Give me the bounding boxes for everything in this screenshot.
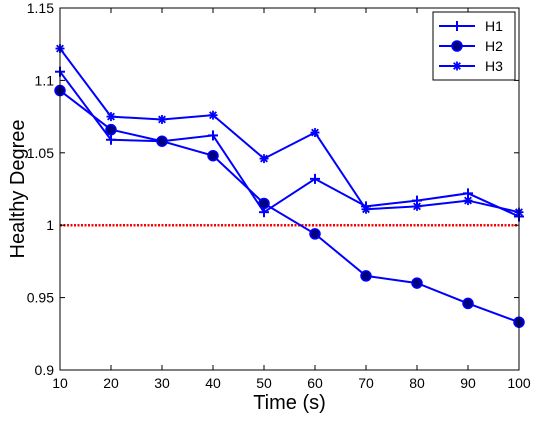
data-point-h2 bbox=[207, 149, 219, 162]
data-point-h1 bbox=[208, 130, 218, 141]
data-point-h3 bbox=[463, 196, 473, 206]
data-point-h2 bbox=[258, 197, 270, 210]
series-line-h2 bbox=[59, 89, 520, 324]
data-point-h1 bbox=[106, 134, 116, 145]
star-marker-d2-stroke bbox=[413, 202, 421, 211]
plot-frame bbox=[59, 7, 520, 371]
data-point-h2 bbox=[309, 228, 321, 240]
x-tick-label: 40 bbox=[205, 375, 221, 391]
y-tick-label: 0.95 bbox=[27, 290, 54, 306]
x-tick-label: 60 bbox=[307, 375, 323, 391]
x-tick-label: 50 bbox=[256, 375, 272, 391]
legend-entry-h1: H1 bbox=[439, 18, 503, 34]
legend-entry-h3: H3 bbox=[439, 58, 503, 74]
data-point-h2 bbox=[462, 297, 474, 310]
x-tick-label: 80 bbox=[409, 375, 425, 391]
y-tick-label: 0.9 bbox=[35, 362, 55, 378]
data-point-h3 bbox=[106, 112, 116, 122]
legend-marker bbox=[452, 61, 462, 71]
circle-marker-shape bbox=[451, 40, 463, 52]
legend-label: H1 bbox=[485, 18, 503, 34]
circle-marker-shape bbox=[411, 277, 423, 289]
legend-label: H2 bbox=[485, 38, 503, 54]
x-tick-label: 20 bbox=[103, 375, 119, 391]
legend-marker bbox=[451, 40, 463, 52]
y-axis-ticks: 0.9 0.95 1 1.05 1.1 1.15 bbox=[27, 0, 519, 378]
x-axis-label: Time (s) bbox=[253, 392, 326, 414]
circle-marker-shape bbox=[462, 297, 474, 310]
y-axis-label: Healthy Degree bbox=[7, 120, 29, 259]
data-point-h1 bbox=[310, 173, 320, 184]
series-line-h1 bbox=[59, 71, 520, 218]
data-point-h3 bbox=[259, 154, 269, 164]
y-tick-label: 1 bbox=[46, 217, 54, 233]
star-marker-d2-stroke bbox=[464, 196, 472, 205]
y-tick-label: 1.15 bbox=[27, 0, 54, 16]
circle-marker-shape bbox=[360, 270, 372, 282]
circle-marker-shape bbox=[207, 149, 219, 162]
x-tick-label: 10 bbox=[52, 375, 68, 391]
y-tick-label: 1.1 bbox=[35, 72, 55, 88]
star-marker-d2-stroke bbox=[158, 115, 166, 124]
legend: H1 H2 H3 bbox=[432, 11, 516, 81]
star-marker-d2-stroke bbox=[362, 205, 370, 214]
legend-marker bbox=[452, 21, 462, 31]
star-marker-d2-stroke bbox=[260, 154, 268, 163]
circle-marker-shape bbox=[258, 197, 270, 210]
data-point-h2 bbox=[105, 123, 117, 136]
y-tick-label: 1.05 bbox=[27, 145, 54, 161]
data-point-h2 bbox=[156, 135, 168, 147]
x-tick-label: 100 bbox=[507, 375, 531, 391]
circle-marker-shape bbox=[105, 123, 117, 136]
plot-content bbox=[54, 44, 525, 328]
data-point-h3 bbox=[208, 110, 218, 120]
star-marker-d2-stroke bbox=[209, 111, 217, 120]
x-tick-label: 90 bbox=[460, 375, 476, 391]
star-marker-d2-stroke bbox=[453, 62, 461, 70]
data-point-h3 bbox=[157, 114, 167, 124]
x-axis-ticks: 10 20 30 40 50 60 70 80 90 100 bbox=[52, 8, 531, 391]
data-point-h3 bbox=[361, 204, 371, 214]
data-point-h3 bbox=[310, 128, 320, 138]
circle-marker-shape bbox=[309, 228, 321, 240]
legend-label: H3 bbox=[485, 58, 503, 74]
legend-entry-h2: H2 bbox=[439, 38, 503, 54]
star-marker-d2-stroke bbox=[107, 112, 115, 121]
circle-marker-shape bbox=[156, 135, 168, 147]
x-tick-label: 30 bbox=[154, 375, 170, 391]
x-tick-label: 70 bbox=[358, 375, 374, 391]
data-point-h2 bbox=[360, 270, 372, 282]
series-line-h3 bbox=[59, 47, 520, 214]
data-point-h2 bbox=[411, 277, 423, 289]
data-point-h3 bbox=[412, 201, 422, 211]
series-markers-h2 bbox=[54, 84, 525, 328]
star-marker-d2-stroke bbox=[311, 128, 319, 137]
